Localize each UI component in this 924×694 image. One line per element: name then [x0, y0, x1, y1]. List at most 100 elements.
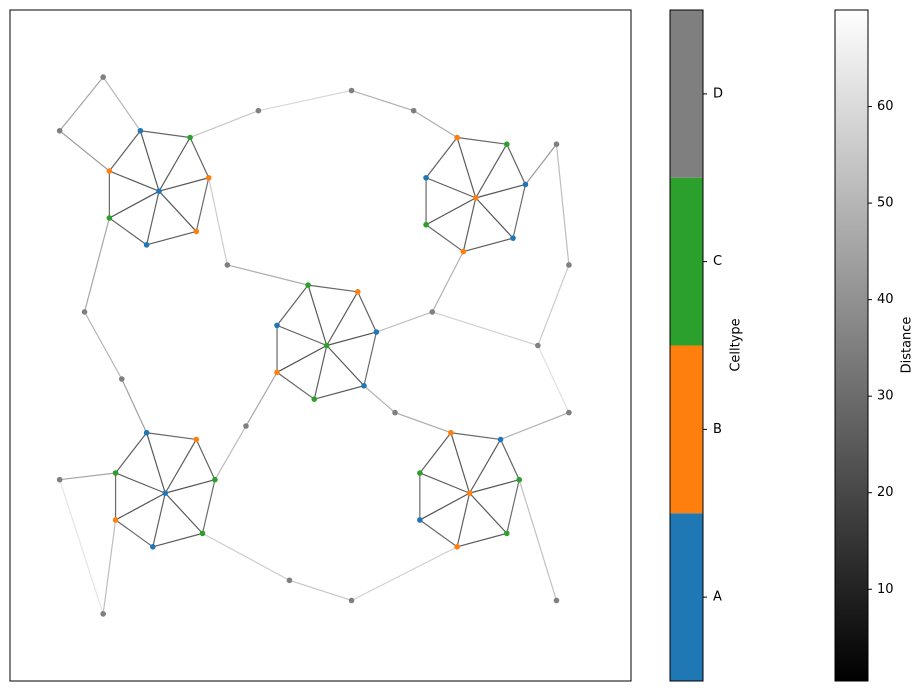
edge: [189, 137, 210, 179]
distance-ticks: 10 20 30 40 50 60: [868, 99, 894, 597]
edge: [475, 197, 514, 239]
colorbar-tick-label: 50: [877, 196, 894, 211]
colorbar-tick-label: 10: [877, 582, 894, 597]
edge: [289, 579, 352, 602]
edge: [152, 532, 203, 548]
edge: [450, 432, 501, 441]
edge: [83, 311, 123, 380]
edge: [115, 472, 166, 494]
edge: [500, 412, 570, 440]
node: [274, 369, 280, 376]
edge: [537, 345, 570, 413]
edge: [425, 177, 476, 199]
colorbar-segment: [670, 177, 703, 346]
edge: [314, 385, 365, 400]
edge: [59, 76, 104, 132]
node: [423, 174, 429, 181]
node: [497, 436, 504, 443]
node: [566, 262, 572, 268]
edge: [109, 190, 160, 219]
plot-frame: [9, 9, 632, 682]
edge: [146, 432, 197, 441]
edge: [431, 251, 464, 313]
edge: [425, 224, 464, 253]
colorbar-tick-label: A: [713, 590, 722, 605]
edge: [376, 311, 433, 333]
node: [361, 382, 367, 389]
node: [504, 141, 510, 147]
node: [224, 262, 231, 268]
edge: [59, 479, 104, 615]
node: [429, 309, 436, 315]
node: [504, 530, 510, 537]
edge: [258, 89, 352, 112]
edge: [195, 177, 210, 232]
node: [212, 476, 218, 483]
node: [150, 544, 156, 550]
edge: [351, 89, 414, 112]
edge: [475, 183, 526, 199]
edge: [109, 170, 160, 192]
node: [199, 530, 206, 537]
edge: [108, 130, 141, 172]
edge: [139, 130, 160, 192]
node: [510, 235, 516, 241]
node: [305, 282, 311, 288]
edge: [158, 190, 197, 232]
colorbar-tick-label: B: [713, 422, 722, 437]
node: [286, 577, 293, 584]
edge: [419, 432, 452, 474]
edge: [276, 324, 327, 347]
edge: [165, 479, 216, 494]
node: [354, 289, 361, 295]
edge: [457, 136, 507, 145]
edge: [326, 331, 377, 347]
node: [56, 476, 63, 483]
node: [112, 517, 119, 523]
edge: [518, 479, 558, 601]
edge: [475, 143, 508, 199]
colorbar-segment: [670, 345, 703, 514]
edge: [351, 546, 458, 602]
node: [118, 376, 125, 382]
edge: [164, 439, 197, 494]
node: [106, 168, 113, 174]
edge: [413, 110, 458, 139]
edge: [419, 472, 470, 494]
node: [553, 141, 560, 147]
edge: [115, 492, 166, 521]
colorbar-segment: [670, 513, 703, 681]
edge: [59, 472, 116, 481]
edge: [469, 479, 520, 494]
edge: [419, 519, 458, 548]
edge: [326, 291, 359, 346]
node: [274, 322, 280, 329]
node: [522, 181, 529, 188]
edge: [208, 177, 228, 266]
colorbar-tick-label: C: [713, 254, 722, 269]
colorbar-tick-label: 60: [877, 99, 894, 114]
node: [56, 127, 63, 134]
node: [187, 134, 193, 141]
edge: [500, 439, 520, 480]
edge: [512, 184, 527, 239]
node: [348, 597, 355, 604]
edge: [425, 137, 458, 179]
edge: [214, 425, 247, 481]
node: [143, 429, 150, 436]
edge: [313, 345, 328, 400]
node: [100, 611, 106, 617]
node: [137, 127, 144, 134]
edge: [419, 492, 470, 521]
edges: [59, 76, 570, 615]
edge: [164, 492, 203, 534]
edge: [432, 311, 539, 347]
node: [392, 409, 398, 416]
edge: [158, 137, 191, 192]
node: [448, 429, 454, 436]
edge: [115, 519, 154, 548]
node: [81, 309, 88, 315]
edge: [537, 264, 570, 346]
edge: [456, 137, 477, 199]
node: [454, 134, 460, 141]
